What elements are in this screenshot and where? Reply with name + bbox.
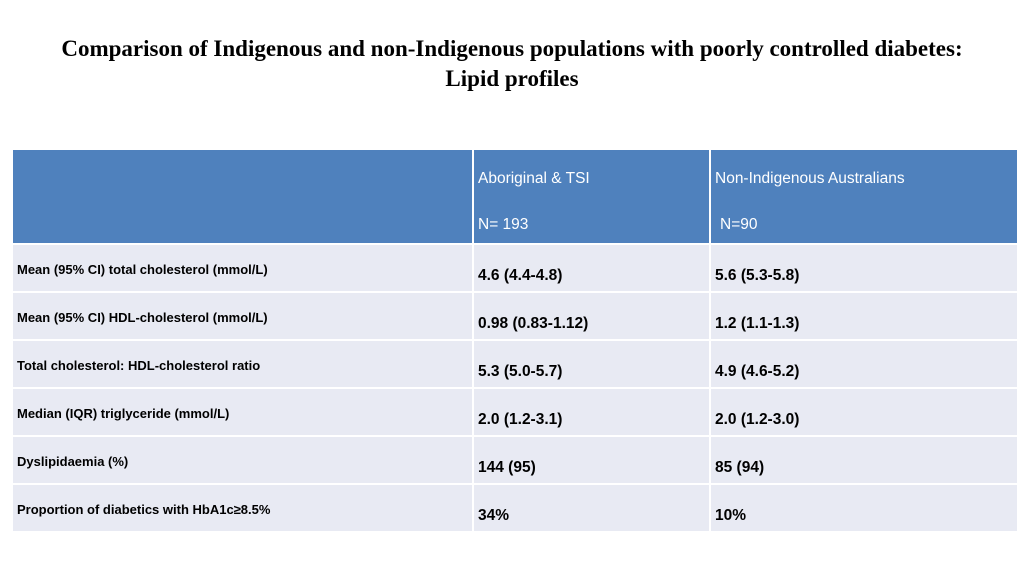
table-row: Proportion of diabetics with HbA1c≥8.5% …: [11, 483, 1019, 533]
non-indigenous-value: 85 (94): [709, 435, 1019, 485]
aboriginal-tsi-value: 0.98 (0.83-1.12): [472, 291, 711, 341]
lipid-profile-table: Aboriginal & TSI N= 193 Non-Indigenous A…: [11, 148, 1019, 533]
header-non-indigenous-label: Non-Indigenous Australians: [715, 170, 905, 187]
header-aboriginal-tsi-n: N= 193: [478, 216, 529, 233]
row-label: Mean (95% CI) total cholesterol (mmol/L): [11, 243, 474, 293]
aboriginal-tsi-value: 2.0 (1.2-3.1): [472, 387, 711, 437]
non-indigenous-value: 5.6 (5.3-5.8): [709, 243, 1019, 293]
row-label: Median (IQR) triglyceride (mmol/L): [11, 387, 474, 437]
slide-title: Comparison of Indigenous and non-Indigen…: [61, 36, 963, 91]
table-row: Mean (95% CI) HDL-cholesterol (mmol/L) 0…: [11, 291, 1019, 341]
aboriginal-tsi-value: 5.3 (5.0-5.7): [472, 339, 711, 389]
header-non-indigenous: Non-Indigenous Australians N=90: [709, 148, 1019, 245]
table-row: Mean (95% CI) total cholesterol (mmol/L)…: [11, 243, 1019, 293]
non-indigenous-value: 10%: [709, 483, 1019, 533]
header-aboriginal-tsi: Aboriginal & TSI N= 193: [472, 148, 711, 245]
row-label: Total cholesterol: HDL-cholesterol ratio: [11, 339, 474, 389]
non-indigenous-value: 4.9 (4.6-5.2): [709, 339, 1019, 389]
aboriginal-tsi-value: 34%: [472, 483, 711, 533]
row-label: Dyslipidaemia (%): [11, 435, 474, 485]
table-row: Median (IQR) triglyceride (mmol/L) 2.0 (…: [11, 387, 1019, 437]
table-row: Dyslipidaemia (%) 144 (95) 85 (94): [11, 435, 1019, 485]
row-label: Mean (95% CI) HDL-cholesterol (mmol/L): [11, 291, 474, 341]
header-aboriginal-tsi-label: Aboriginal & TSI: [478, 170, 590, 187]
aboriginal-tsi-value: 144 (95): [472, 435, 711, 485]
header-empty-cell: [11, 148, 474, 245]
header-non-indigenous-n: N=90: [720, 216, 758, 233]
table-row: Total cholesterol: HDL-cholesterol ratio…: [11, 339, 1019, 389]
aboriginal-tsi-value: 4.6 (4.4-4.8): [472, 243, 711, 293]
non-indigenous-value: 2.0 (1.2-3.0): [709, 387, 1019, 437]
row-label: Proportion of diabetics with HbA1c≥8.5%: [11, 483, 474, 533]
table-header-row: Aboriginal & TSI N= 193 Non-Indigenous A…: [11, 148, 1019, 245]
non-indigenous-value: 1.2 (1.1-1.3): [709, 291, 1019, 341]
